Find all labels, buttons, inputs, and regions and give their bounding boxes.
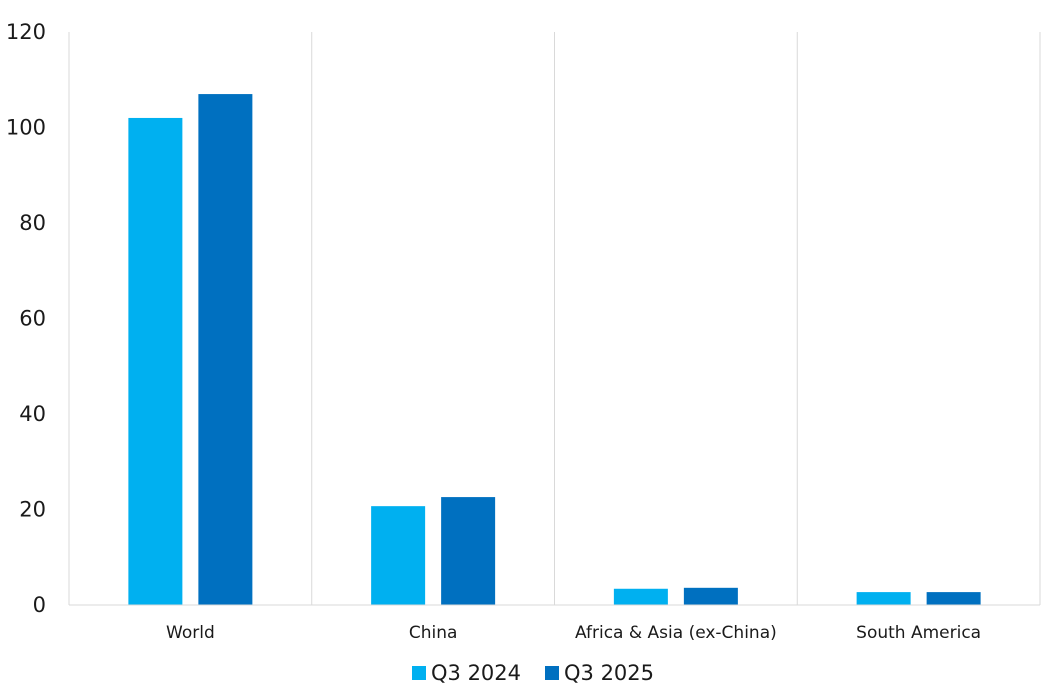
bar — [613, 588, 668, 605]
x-tick-label: China — [409, 623, 458, 643]
y-tick-label: 20 — [19, 498, 46, 522]
y-tick-label: 0 — [33, 593, 46, 617]
bars — [128, 94, 981, 605]
grid — [68, 32, 1041, 605]
bar — [926, 592, 981, 605]
legend-swatch — [412, 666, 426, 680]
bar — [128, 117, 183, 605]
legend: Q3 2024 Q3 2025 — [412, 661, 654, 685]
x-tick-label: South America — [856, 623, 981, 643]
x-tick-label: World — [166, 623, 215, 643]
y-tick-label: 100 — [6, 116, 46, 140]
legend-label: Q3 2025 — [564, 661, 654, 685]
axes: 0 20 40 60 80 100 120 World China Africa & Asia (… — [6, 20, 1040, 643]
y-tick-label: 80 — [19, 211, 46, 235]
bar — [683, 587, 738, 605]
bar — [441, 497, 496, 605]
y-tick-label: 60 — [19, 307, 46, 331]
y-tick-label: 120 — [6, 20, 46, 44]
legend-label: Q3 2024 — [431, 661, 521, 685]
bar — [856, 592, 911, 605]
bar — [371, 506, 426, 605]
bar — [198, 94, 253, 605]
y-tick-label: 40 — [19, 402, 46, 426]
x-tick-label: Africa & Asia (ex-China) — [575, 623, 777, 643]
legend-swatch — [545, 666, 559, 680]
